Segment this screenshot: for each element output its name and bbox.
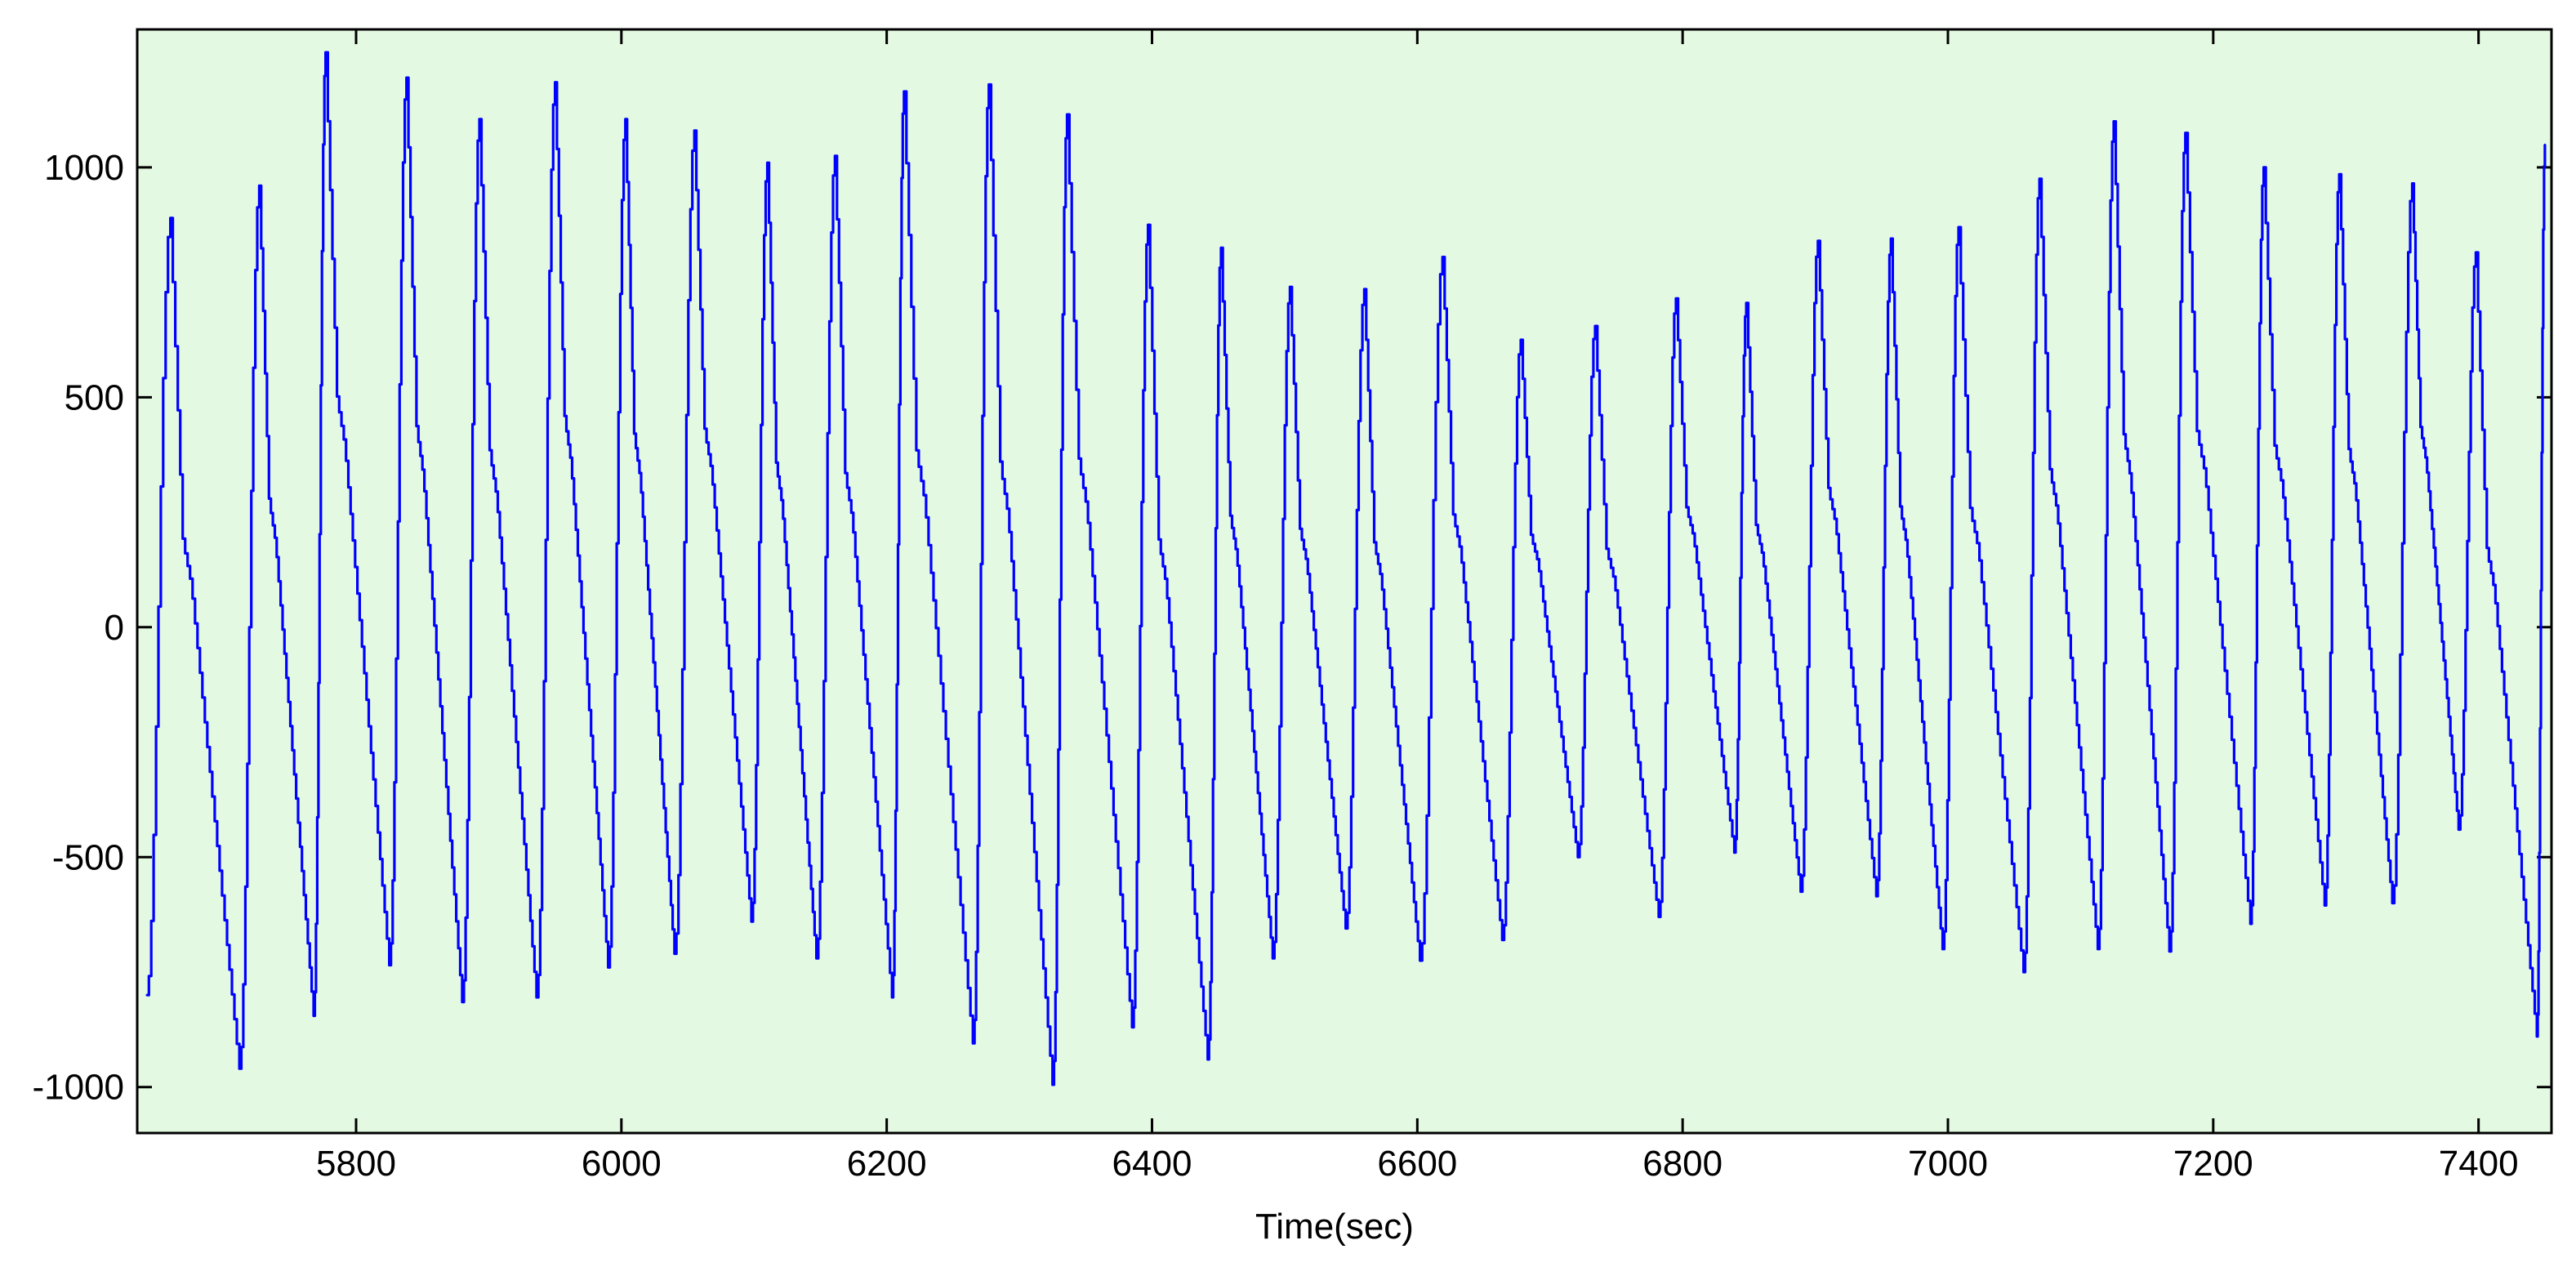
extremum-point — [1799, 890, 1802, 893]
extremum-point — [313, 1015, 314, 1017]
extremum-point — [2324, 904, 2326, 907]
extremum-point — [2411, 182, 2413, 185]
y-tick-label: -500 — [52, 837, 124, 877]
extremum-point — [405, 77, 408, 79]
extremum-point — [891, 996, 894, 998]
extremum-point — [673, 952, 675, 955]
extremum-point — [169, 216, 172, 219]
extremum-point — [461, 1001, 463, 1003]
x-tick-label: 6000 — [582, 1144, 662, 1184]
extremum-point — [554, 81, 556, 83]
extremum-point — [2113, 120, 2115, 123]
x-tick-label: 6800 — [1642, 1144, 1723, 1184]
extremum-point — [1941, 948, 1944, 950]
extremum-point — [1363, 288, 1366, 290]
extremum-point — [2039, 177, 2041, 180]
extremum-point — [2097, 948, 2099, 950]
extremum-point — [2262, 166, 2265, 168]
x-tick-label: 6400 — [1112, 1144, 1192, 1184]
extremum-point — [1051, 1083, 1054, 1086]
extremum-point — [1733, 851, 1736, 854]
extremum-point — [2184, 132, 2186, 134]
extremum-point — [1206, 1058, 1209, 1060]
extremum-point — [2338, 173, 2341, 176]
y-tick-label: 1000 — [44, 148, 124, 188]
extremum-point — [2475, 252, 2477, 253]
signal-line — [146, 51, 2547, 1086]
extremum-point — [258, 185, 261, 187]
extremum-point — [972, 1042, 974, 1045]
y-tick-label: 500 — [65, 377, 124, 417]
y-tick-label: -1000 — [32, 1068, 124, 1108]
x-axis-label: Time(sec) — [1255, 1207, 1414, 1247]
extremum-point — [766, 162, 769, 164]
extremum-point — [902, 91, 905, 92]
x-tick-label: 7400 — [2439, 1144, 2519, 1184]
extremum-point — [324, 51, 327, 54]
extremum-point — [1131, 1026, 1134, 1028]
extremum-point — [479, 118, 480, 120]
extremum-point — [1657, 916, 1660, 918]
y-axis: -1000 -500 0 500 1000 — [32, 148, 2551, 1108]
extremum-point — [693, 129, 696, 132]
extremum-point — [1816, 239, 1819, 242]
extremum-point — [145, 994, 148, 997]
extremum-point — [2249, 922, 2252, 925]
extremum-point — [607, 966, 609, 969]
extremum-point — [1289, 286, 1291, 288]
extremum-point — [238, 1068, 241, 1070]
extremum-point — [2536, 1035, 2538, 1037]
extremum-point — [1745, 301, 1748, 304]
extremum-point — [1675, 297, 1677, 300]
extremum-point — [1419, 959, 1421, 961]
extremum-point — [1501, 939, 1504, 941]
extremum-point — [2458, 828, 2460, 831]
extremum-point — [1594, 325, 1596, 328]
extremum-point — [751, 921, 752, 923]
x-tick-label: 6600 — [1377, 1144, 1457, 1184]
extremum-point — [1576, 856, 1579, 859]
extremum-point — [1066, 114, 1068, 116]
extremum-point — [1442, 256, 1444, 258]
extremum-point — [1272, 957, 1274, 960]
extremum-point — [1958, 226, 1959, 229]
extremum-point — [2391, 902, 2394, 904]
extremum-point — [1220, 247, 1222, 249]
extremum-point — [815, 957, 818, 960]
x-axis: 5800 6000 6200 6400 6600 6800 7000 7200 7400 — [316, 29, 2519, 1184]
x-tick-label: 5800 — [316, 1144, 396, 1184]
x-tick-label: 6200 — [847, 1144, 927, 1184]
extremum-point — [2168, 950, 2171, 952]
extremum-point — [1875, 895, 1878, 898]
extremum-point — [1344, 927, 1347, 930]
extremum-point — [388, 964, 390, 966]
extremum-point — [1520, 339, 1522, 341]
extremum-point — [987, 83, 990, 86]
extremum-point — [1890, 238, 1892, 240]
extremum-point — [2543, 143, 2546, 145]
extremum-point — [1147, 224, 1149, 226]
extremum-point — [624, 118, 626, 120]
extremum-point — [535, 996, 537, 998]
y-tick-label: 0 — [105, 608, 124, 648]
x-tick-label: 7200 — [2173, 1144, 2253, 1184]
extremum-point — [834, 154, 836, 157]
series-layer — [145, 51, 2547, 1086]
x-tick-label: 7000 — [1908, 1144, 1988, 1184]
extremum-point — [2022, 971, 2025, 973]
